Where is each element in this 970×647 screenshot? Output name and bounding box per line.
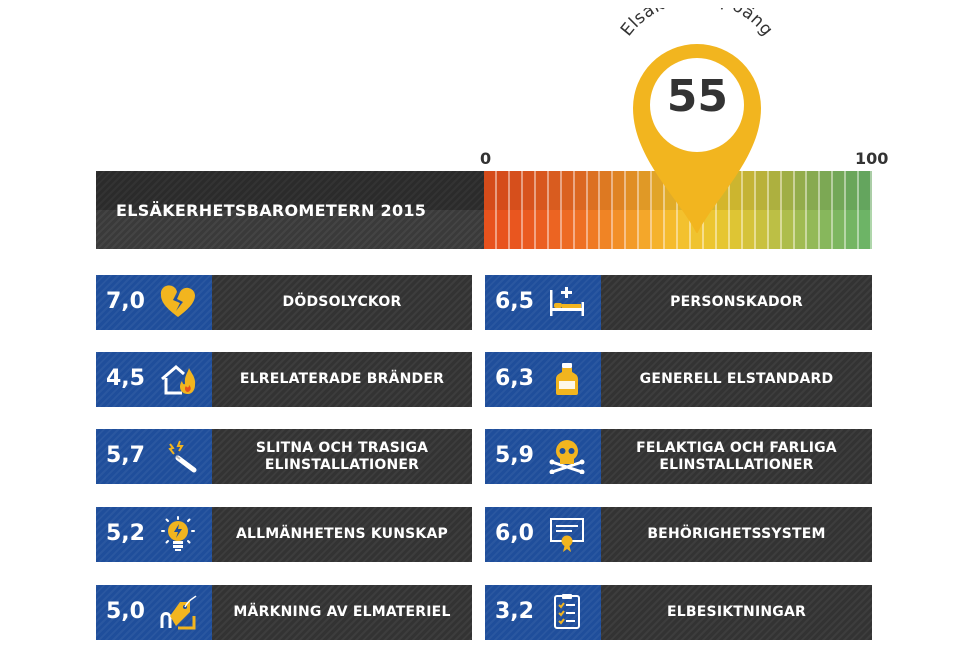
score-row-1: 7,0 DÖDSOLYCKOR [96,275,472,330]
skull-crossbones-icon [549,440,585,474]
score-number: 7,0 [106,289,145,314]
scale-min-label: 0 [480,149,492,168]
score-number: 3,2 [495,599,534,624]
score-row-8: 6,0 BEHÖRIGHETSSYSTEM [485,507,872,562]
gauge-segment [781,171,795,249]
score-box: 3,2 [485,585,601,640]
score-number: 5,0 [106,599,145,624]
category-label: DÖDSOLYCKOR [212,275,472,330]
score-row-7: 5,2 ALLMÄNHETENS KUNSKAP [96,507,472,562]
gauge-segment [613,171,627,249]
score-number: 4,5 [106,366,145,391]
gauge-segment [600,171,614,249]
category-label: FELAKTIGA OCH FARLIGA ELINSTALLATIONER [601,429,872,484]
gauge-segment [626,171,640,249]
gauge-segment [587,171,601,249]
scale-max-label: 100 [855,149,889,168]
checklist-icon [554,594,580,629]
hospital-bed-icon [550,287,584,316]
gauge-segment [755,171,769,249]
score-box: 6,0 [485,507,601,562]
gauge-segment [548,171,562,249]
header-shade [96,171,484,210]
svg-text:Elsäkerhetspoäng: Elsäkerhetspoäng [617,8,777,40]
gauge-segment [807,171,821,249]
category-label: BEHÖRIGHETSSYSTEM [601,507,872,562]
certificate-icon [550,518,584,552]
score-row-4: 6,3 GENERELL ELSTANDARD [485,352,872,407]
category-label: ELBESIKTNINGAR [601,585,872,640]
score-box: 5,0 [96,585,212,640]
score-box: 5,7 [96,429,212,484]
score-row-2: 6,5 PERSONSKADOR [485,275,872,330]
category-label: ELRELATERADE BRÄNDER [212,352,472,407]
gauge-segment [639,171,653,249]
lightbulb-icon [161,516,195,551]
gauge-segment [833,171,847,249]
score-box: 5,2 [96,507,212,562]
category-label: GENERELL ELSTANDARD [601,352,872,407]
gauge-segment [574,171,588,249]
gauge-segment [561,171,575,249]
tagged-cable-icon [160,595,197,630]
gauge-segment [846,171,860,249]
score-number: 6,5 [495,289,534,314]
category-label: PERSONSKADOR [601,275,872,330]
gauge-segment [535,171,549,249]
category-label: SLITNA OCH TRASIGA ELINSTALLATIONER [212,429,472,484]
gauge-segment [484,171,497,249]
gauge-segment [522,171,536,249]
milk-bottle-icon [556,363,578,395]
gauge-segment [496,171,510,249]
score-pin-icon: Elsäkerhetspoäng [617,8,777,233]
gauge-segment [859,171,873,249]
gauge-segment [820,171,834,249]
score-box: 6,3 [485,352,601,407]
score-row-6: 5,9 FELAKTIGA OCH FARLIGA ELINSTALLATIONE… [485,429,872,484]
broken-cable-icon [168,440,197,473]
gauge-segment [768,171,782,249]
score-number: 5,7 [106,443,145,468]
score-number: 5,2 [106,521,145,546]
gauge-segment [652,171,666,249]
score-row-3: 4,5 ELRELATERADE BRÄNDER [96,352,472,407]
score-row-5: 5,7 SLITNA OCH TRASIGA ELINSTALLATIONER [96,429,472,484]
score-box: 6,5 [485,275,601,330]
gauge-segment [742,171,756,249]
gauge-segment [794,171,808,249]
score-box: 5,9 [485,429,601,484]
score-number: 5,9 [495,443,534,468]
score-row-10: 3,2 ELBESIKTNINGAR [485,585,872,640]
score-number: 6,3 [495,366,534,391]
category-label: MÄRKNING AV ELMATERIEL [212,585,472,640]
broken-heart-icon [160,285,195,317]
score-value: 55 [666,71,728,122]
score-box: 7,0 [96,275,212,330]
pin-inner-circle [650,58,745,152]
score-number: 6,0 [495,521,534,546]
score-row-9: 5,0 MÄRKNING AV ELMATERIEL [96,585,472,640]
score-box: 4,5 [96,352,212,407]
house-fire-icon [161,365,196,395]
page-title: ELSÄKERHETSBAROMETERN 2015 [116,201,427,220]
category-label: ALLMÄNHETENS KUNSKAP [212,507,472,562]
score-caption: Elsäkerhetspoäng [617,8,777,40]
header-bar: ELSÄKERHETSBAROMETERN 2015 [96,171,484,249]
gauge-segment [509,171,523,249]
